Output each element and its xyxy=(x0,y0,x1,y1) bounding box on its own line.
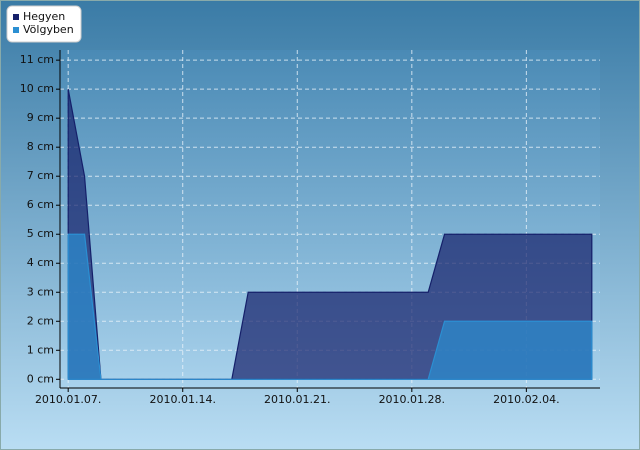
x-tick-label: 2010.01.28. xyxy=(379,393,445,406)
y-tick-label: 7 cm xyxy=(27,169,54,182)
legend-swatch xyxy=(13,27,19,33)
legend-swatch xyxy=(13,14,19,20)
y-tick-label: 10 cm xyxy=(20,82,54,95)
legend-label: Völgyben xyxy=(23,23,74,36)
legend-label: Hegyen xyxy=(23,10,65,23)
x-tick-label: 2010.02.04. xyxy=(493,393,559,406)
y-tick-label: 0 cm xyxy=(27,372,54,385)
y-tick-label: 2 cm xyxy=(27,314,54,327)
y-tick-label: 9 cm xyxy=(27,111,54,124)
x-tick-label: 2010.01.21. xyxy=(264,393,330,406)
y-tick-label: 11 cm xyxy=(20,53,54,66)
area xyxy=(67,233,593,380)
y-tick-label: 6 cm xyxy=(27,198,54,211)
y-tick-label: 3 cm xyxy=(27,285,54,298)
x-tick-label: 2010.01.14. xyxy=(149,393,215,406)
x-tick-label: 2010.01.07. xyxy=(35,393,101,406)
y-tick-label: 5 cm xyxy=(27,227,54,240)
y-tick-label: 1 cm xyxy=(27,343,54,356)
y-tick-label: 8 cm xyxy=(27,140,54,153)
y-tick-label: 4 cm xyxy=(27,256,54,269)
legend-box xyxy=(6,5,82,43)
